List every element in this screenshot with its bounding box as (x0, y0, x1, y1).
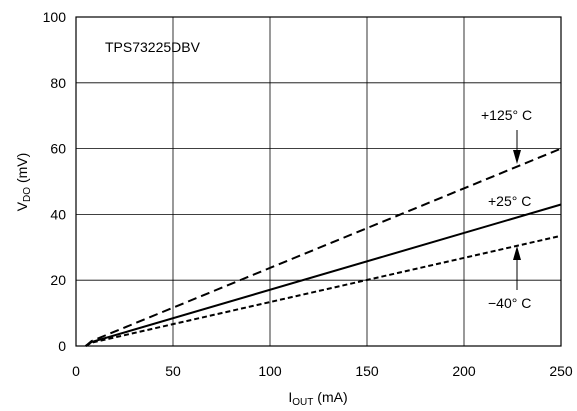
series-lines (85, 147, 562, 347)
series-label-125c: +125° C (481, 107, 532, 123)
y-tick-label: 0 (58, 338, 66, 354)
plot-frame (75, 16, 562, 347)
chart-annotation: TPS73225DBV (105, 39, 201, 55)
y-tick-label: 20 (50, 272, 66, 288)
x-tick-label: 0 (72, 363, 80, 379)
arrow-125c (513, 130, 521, 164)
x-tick-label: 50 (165, 363, 181, 379)
x-axis-label: IOUT (mA) (288, 389, 347, 408)
x-tick-label: 200 (452, 363, 476, 379)
x-axis-label-main: I (288, 389, 292, 405)
series-line-125c (85, 147, 562, 347)
y-axis-label: VDO (mV) (14, 153, 33, 212)
y-axis-label-unit: (mV) (14, 153, 30, 187)
series-label-25c: +25° C (488, 193, 531, 209)
y-tick-label: 60 (50, 141, 66, 157)
x-tick-label: 150 (355, 363, 379, 379)
x-axis-label-sub: OUT (292, 397, 313, 408)
y-tick-label: 100 (43, 9, 67, 25)
y-tick-labels: 0 20 40 60 80 100 (43, 9, 67, 354)
x-tick-label: 100 (258, 363, 282, 379)
x-axis-label-unit: (mA) (313, 389, 347, 405)
arrow-minus40c (513, 246, 521, 290)
x-tick-label: 250 (549, 363, 573, 379)
y-axis-label-sub: DO (22, 187, 33, 202)
series-label-minus40c: −40° C (488, 295, 531, 311)
y-axis-label-main: V (14, 201, 30, 211)
y-tick-label: 40 (50, 206, 66, 222)
series-line-40c (85, 234, 562, 347)
y-tick-label: 80 (50, 75, 66, 91)
x-tick-labels: 0 50 100 150 200 250 (72, 363, 573, 379)
series-line-25c (85, 203, 562, 347)
